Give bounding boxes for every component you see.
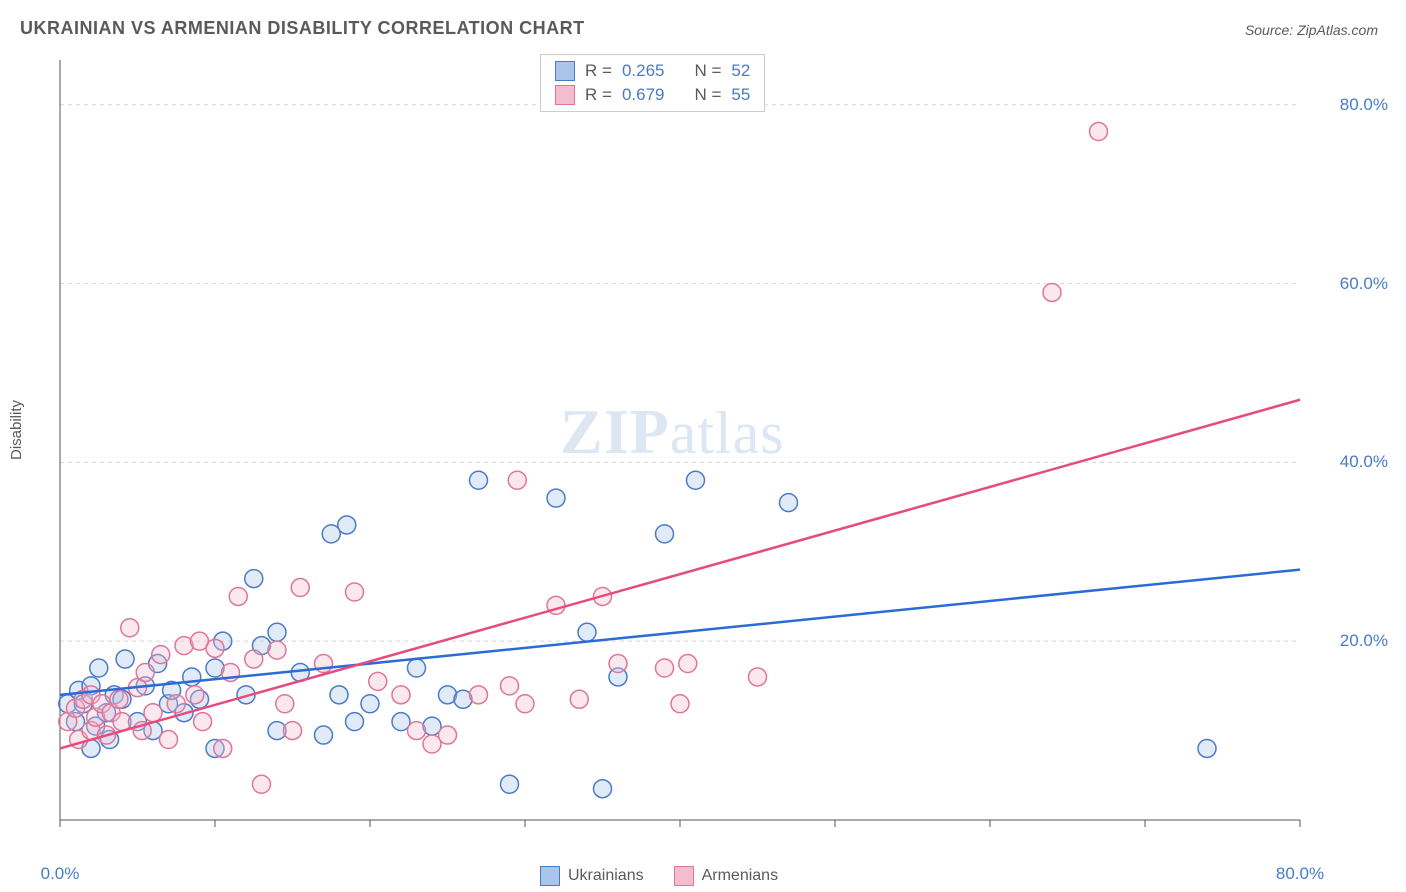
y-tick-label: 40.0%	[1340, 452, 1388, 472]
x-tick-label: 0.0%	[41, 864, 80, 884]
r-label: R =	[585, 61, 612, 81]
chart-title: UKRAINIAN VS ARMENIAN DISABILITY CORRELA…	[20, 18, 585, 39]
y-tick-label: 80.0%	[1340, 95, 1388, 115]
n-value: 55	[731, 85, 750, 105]
legend-swatch-icon	[674, 866, 694, 886]
r-value: 0.679	[622, 85, 665, 105]
stats-row: R = 0.265 N = 52	[541, 59, 764, 83]
n-value: 52	[731, 61, 750, 81]
x-tick-label: 80.0%	[1276, 864, 1324, 884]
legend-swatch-icon	[555, 85, 575, 105]
stats-box: R = 0.265 N = 52 R = 0.679 N = 55	[540, 54, 765, 112]
legend-item: Ukrainians	[540, 866, 644, 886]
bottom-legend: Ukrainians Armenians	[540, 866, 778, 886]
y-axis-label: Disability	[8, 400, 25, 460]
legend-label: Ukrainians	[568, 867, 644, 885]
n-label: N =	[694, 85, 721, 105]
legend-label: Armenians	[702, 867, 778, 885]
y-tick-label: 60.0%	[1340, 274, 1388, 294]
chart-svg	[50, 50, 1310, 830]
legend-swatch-icon	[555, 61, 575, 81]
y-tick-label: 20.0%	[1340, 631, 1388, 651]
source-label: Source: ZipAtlas.com	[1245, 22, 1378, 38]
legend-swatch-icon	[540, 866, 560, 886]
chart-area	[50, 50, 1310, 830]
n-label: N =	[694, 61, 721, 81]
r-label: R =	[585, 85, 612, 105]
legend-item: Armenians	[674, 866, 778, 886]
r-value: 0.265	[622, 61, 665, 81]
stats-row: R = 0.679 N = 55	[541, 83, 764, 107]
